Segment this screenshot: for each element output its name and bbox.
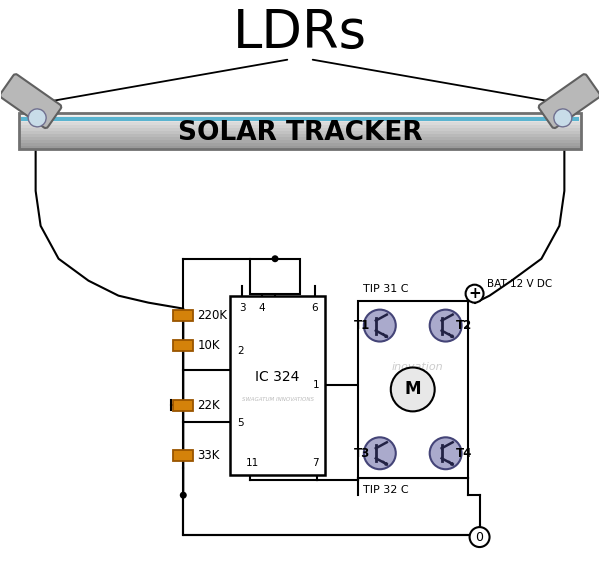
Text: 7: 7: [311, 458, 318, 468]
Circle shape: [430, 438, 461, 469]
Bar: [19, 113, 581, 149]
Bar: [250, 259, 300, 294]
Text: 11: 11: [245, 458, 259, 468]
Circle shape: [391, 368, 434, 411]
Text: 1: 1: [313, 381, 319, 390]
Text: 33K: 33K: [197, 449, 220, 462]
Text: +: +: [468, 286, 481, 301]
Text: T4: T4: [455, 447, 472, 460]
Bar: [19, 116, 581, 119]
Bar: [19, 127, 581, 131]
Bar: [19, 146, 581, 149]
Bar: [19, 122, 581, 125]
Bar: [19, 130, 581, 134]
Text: 10K: 10K: [197, 339, 220, 352]
Circle shape: [28, 109, 46, 127]
Bar: [20, 117, 580, 121]
FancyArrow shape: [383, 461, 388, 465]
Text: LDRs: LDRs: [233, 7, 367, 59]
Text: 22K: 22K: [197, 399, 220, 412]
Text: 0: 0: [476, 530, 484, 543]
Bar: [173, 450, 193, 461]
Text: 220K: 220K: [197, 309, 227, 322]
Text: M: M: [404, 381, 421, 398]
Bar: [19, 125, 581, 128]
FancyArrow shape: [448, 461, 453, 465]
Bar: [173, 310, 193, 321]
Circle shape: [272, 255, 278, 262]
Circle shape: [364, 310, 396, 341]
Bar: [230, 296, 325, 475]
Bar: [358, 300, 467, 478]
Circle shape: [470, 527, 490, 547]
Bar: [19, 118, 581, 122]
Text: T3: T3: [354, 447, 370, 460]
Text: inovation: inovation: [392, 362, 443, 373]
Text: T2: T2: [455, 319, 472, 332]
Text: 6: 6: [311, 303, 318, 312]
Text: IC 324: IC 324: [256, 370, 300, 385]
Bar: [19, 134, 581, 137]
Circle shape: [430, 310, 461, 341]
Circle shape: [554, 109, 572, 127]
Circle shape: [180, 492, 187, 498]
Text: SWAGATUM INNOVATIONS: SWAGATUM INNOVATIONS: [242, 397, 314, 402]
Bar: [173, 340, 193, 351]
Text: T1: T1: [354, 319, 370, 332]
Bar: [19, 113, 581, 116]
Bar: [173, 400, 193, 411]
Circle shape: [466, 284, 484, 303]
Circle shape: [364, 438, 396, 469]
FancyArrow shape: [383, 333, 388, 337]
FancyBboxPatch shape: [539, 74, 600, 128]
Bar: [19, 139, 581, 143]
Text: 4: 4: [259, 303, 265, 312]
Bar: [19, 137, 581, 140]
Text: 5: 5: [237, 418, 244, 428]
Text: 3: 3: [239, 303, 245, 312]
Bar: [19, 142, 581, 146]
FancyArrow shape: [448, 333, 453, 337]
Text: TIP 31 C: TIP 31 C: [363, 284, 409, 294]
Text: TIP 32 C: TIP 32 C: [363, 485, 409, 495]
Text: 2: 2: [237, 345, 244, 356]
Text: SOLAR TRACKER: SOLAR TRACKER: [178, 120, 422, 146]
Text: BAT 12 V DC: BAT 12 V DC: [487, 279, 552, 288]
FancyBboxPatch shape: [0, 74, 61, 128]
